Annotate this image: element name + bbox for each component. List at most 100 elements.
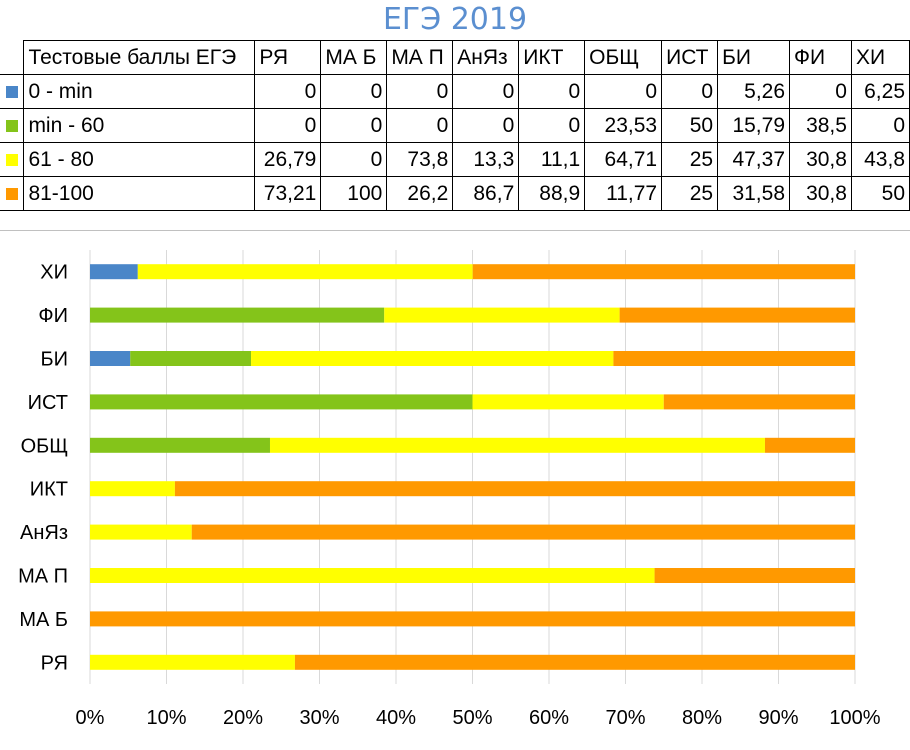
- bar-segment: [90, 654, 295, 670]
- bar-segment: [251, 351, 614, 366]
- table-row: 81-100 73,21 100 26,2 86,7 88,9 11,77 25 31,58 30…: [0, 176, 910, 211]
- table-cell-value: 31,58: [717, 176, 791, 211]
- bar-segment: [90, 307, 385, 323]
- table-cell-value: 64,71: [584, 142, 663, 177]
- y-tick-label: АнЯз: [20, 522, 68, 544]
- table-row: min - 60 0 0 0 0 0 23,53 50 15,79 38,5 0: [0, 108, 910, 143]
- table-header-row: Тестовые баллы ЕГЭ РЯ МА Б МА П АнЯз ИКТ ОБЩ ИС…: [0, 40, 910, 75]
- table-cell-value: 0: [584, 74, 663, 109]
- bar-segment: [472, 264, 855, 280]
- x-tick-label: 60%: [529, 707, 569, 729]
- table-cell-value: 88,9: [518, 176, 586, 211]
- table-cell-value: 38,5: [789, 108, 852, 143]
- bar-segment: [90, 524, 192, 540]
- table-cell-value: 13,3: [452, 142, 520, 177]
- bar-segment: [384, 307, 620, 323]
- y-tick-label: БИ: [41, 349, 69, 371]
- bar-segment: [90, 481, 175, 497]
- y-tick-label: ФИ: [38, 305, 68, 327]
- bar-segment: [294, 654, 856, 670]
- y-tick-label: МА П: [18, 566, 68, 588]
- bar-segment: [90, 264, 138, 280]
- table-cell-value: 0: [386, 74, 454, 109]
- table-cell-value: 86,7: [452, 176, 520, 211]
- table-cell-value: 47,37: [717, 142, 791, 177]
- legend-swatch: [5, 119, 18, 132]
- table-cell-value: 0: [386, 108, 454, 143]
- table-cell-value: 6,25: [850, 74, 910, 109]
- table-cell-value: 30,8: [789, 176, 852, 211]
- table-cell-value: 0: [452, 74, 520, 109]
- x-tick-label: 10%: [146, 707, 186, 729]
- table-cell-value: 0: [789, 74, 852, 109]
- table-cell-value: 0: [320, 74, 388, 109]
- x-tick-label: 70%: [605, 707, 645, 729]
- y-tick-label: МА Б: [19, 609, 68, 631]
- table-cell-value: 0: [254, 74, 322, 109]
- x-tick-label: 20%: [223, 707, 263, 729]
- data-table: Тестовые баллы ЕГЭ РЯ МА Б МА П АнЯз ИКТ ОБЩ ИС…: [0, 40, 910, 211]
- bar-segment: [663, 394, 855, 410]
- x-tick-label: 40%: [376, 707, 416, 729]
- table-cell-value: 43,8: [850, 142, 910, 177]
- bar-segment: [269, 437, 765, 453]
- table-header-cell: АнЯз: [452, 40, 520, 75]
- bar-segment: [174, 481, 856, 497]
- legend-key: [0, 142, 25, 177]
- y-tick-label: ОБЩ: [21, 435, 68, 457]
- x-tick-label: 80%: [682, 707, 722, 729]
- legend-key: [0, 176, 25, 211]
- x-tick-label: 0%: [76, 707, 105, 729]
- table-header-cell: ИКТ: [518, 40, 586, 75]
- x-tick-label: 30%: [299, 707, 339, 729]
- bar-segment: [90, 351, 131, 366]
- table-cell-value: 30,8: [789, 142, 852, 177]
- table-cell-value: 26,2: [386, 176, 454, 211]
- table-cell-value: 100: [320, 176, 388, 211]
- table-cell-value: 0: [320, 142, 388, 177]
- legend-swatch: [5, 187, 18, 200]
- table-corner-blank: [0, 40, 25, 75]
- table-cell-value: 0: [850, 108, 910, 143]
- legend-swatch: [5, 153, 18, 166]
- table-row: 0 - min 0 0 0 0 0 0 0 5,26 0 6,25: [0, 74, 910, 109]
- table-cell-value: 25: [661, 142, 719, 177]
- table-cell-value: 5,26: [717, 74, 791, 109]
- table-header-cell: РЯ: [254, 40, 322, 75]
- chart-area-border: [0, 230, 910, 231]
- bar-segment: [137, 264, 473, 280]
- table-cell-value: 73,21: [254, 176, 322, 211]
- table-header-cell: БИ: [717, 40, 791, 75]
- table-row: 61 - 80 26,79 0 73,8 13,3 11,1 64,71 25 47,37 30,…: [0, 142, 910, 177]
- bar-segment: [90, 611, 855, 627]
- y-tick-label: ХИ: [40, 262, 68, 284]
- y-tick-label: ИКТ: [30, 479, 68, 501]
- chart-title: ЕГЭ 2019: [382, 2, 528, 37]
- x-tick-label: 90%: [758, 707, 798, 729]
- table-cell-value: 11,1: [518, 142, 586, 177]
- series-name: min - 60: [23, 108, 256, 143]
- table-header-cell: ИСТ: [661, 40, 719, 75]
- table-header-cell: ФИ: [789, 40, 852, 75]
- table-cell-value: 0: [518, 108, 586, 143]
- table-cell-value: 0: [254, 108, 322, 143]
- series-name: 61 - 80: [23, 142, 256, 177]
- table-cell-value: 15,79: [717, 108, 791, 143]
- bar-segment: [90, 568, 655, 583]
- x-tick-label: 100%: [829, 707, 880, 729]
- series-name: 81-100: [23, 176, 256, 211]
- table-header-cell: ХИ: [850, 40, 910, 75]
- table-cell-value: 26,79: [254, 142, 322, 177]
- x-tick-label: 50%: [452, 707, 492, 729]
- bar-segment: [619, 307, 855, 323]
- bar-segment: [90, 394, 473, 410]
- table-cell-value: 23,53: [584, 108, 663, 143]
- table-cell-value: 0: [661, 74, 719, 109]
- table-cell-value: 0: [518, 74, 586, 109]
- table-cell-value: 50: [850, 176, 910, 211]
- bar-segment: [472, 394, 664, 410]
- legend-swatch: [5, 85, 18, 98]
- y-tick-label: ИСТ: [28, 392, 68, 414]
- bar-segment: [90, 437, 270, 453]
- table-cell-value: 50: [661, 108, 719, 143]
